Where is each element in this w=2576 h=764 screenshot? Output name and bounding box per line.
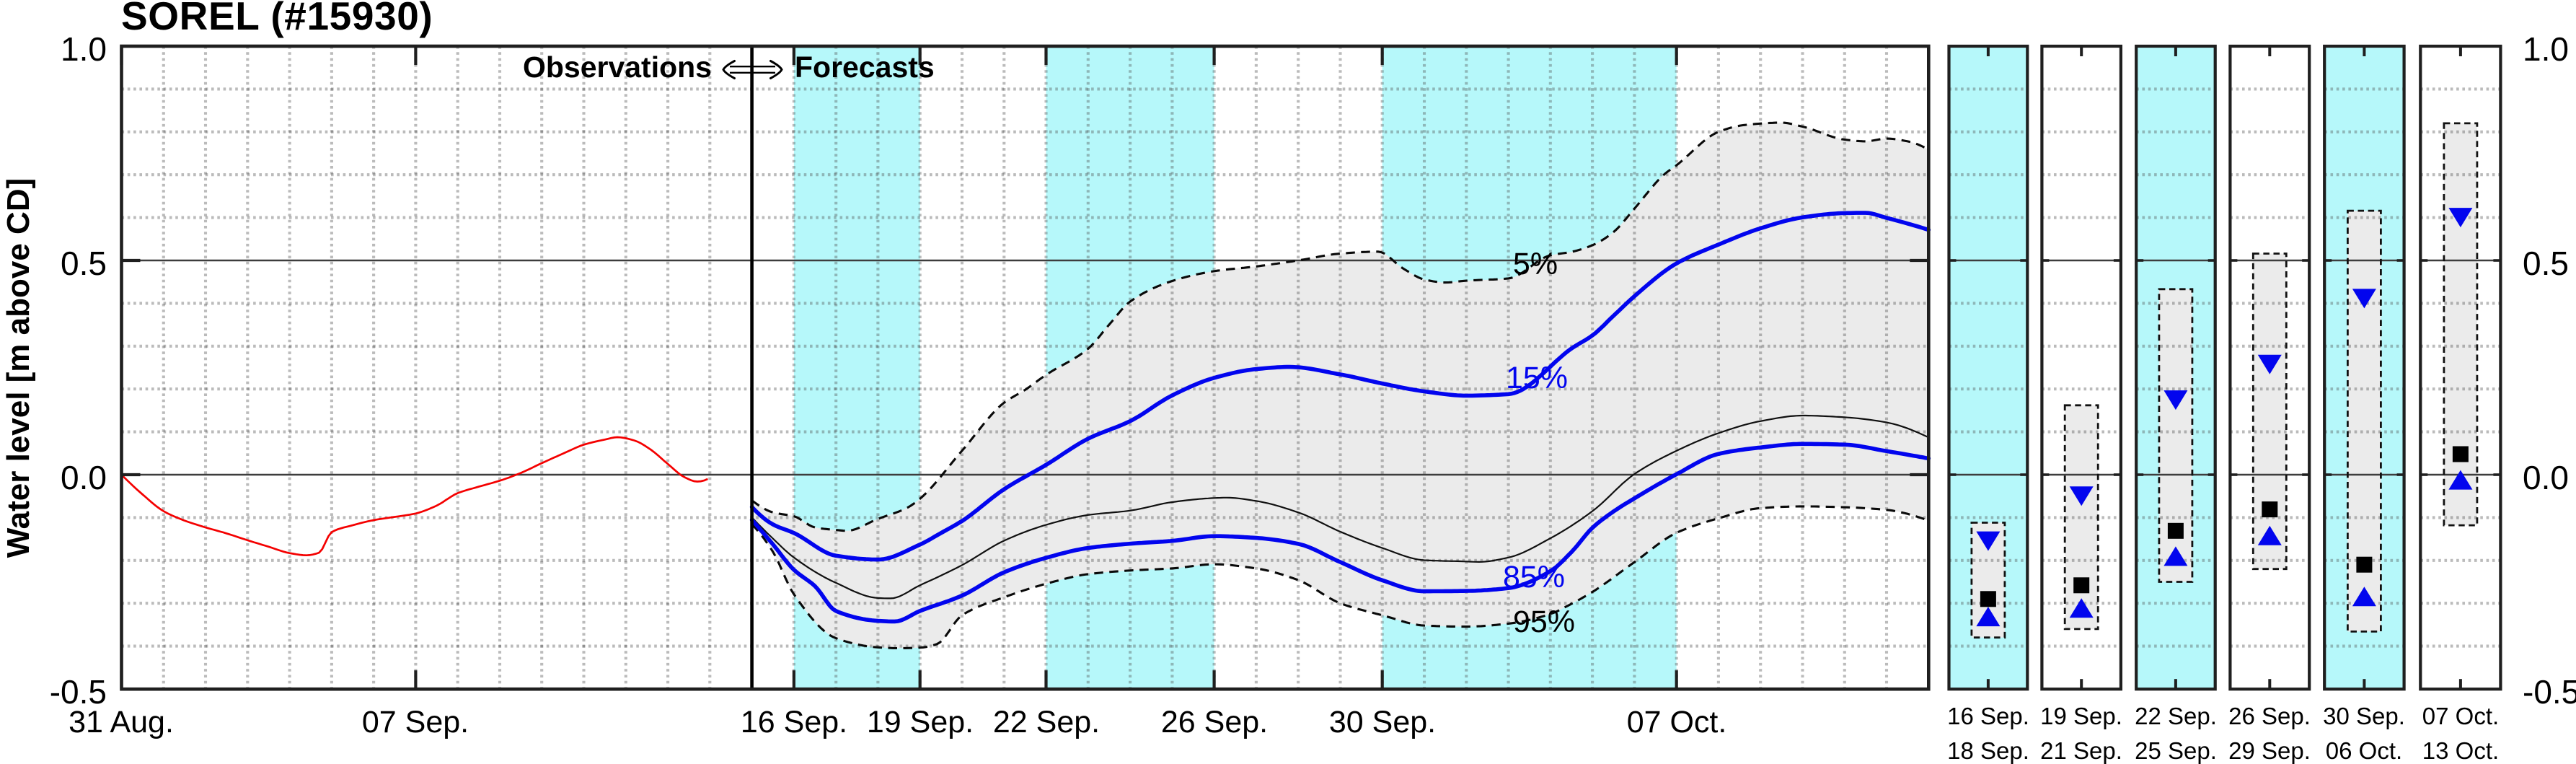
svg-text:0.0: 0.0 bbox=[61, 459, 107, 496]
svg-text:Water level [m above CD]: Water level [m above CD] bbox=[1, 178, 36, 558]
svg-text:Observations: Observations bbox=[523, 51, 712, 84]
svg-text:16 Sep.: 16 Sep. bbox=[741, 705, 847, 739]
svg-text:07 Oct.: 07 Oct. bbox=[1627, 705, 1727, 739]
svg-text:30 Sep.: 30 Sep. bbox=[1329, 705, 1436, 739]
svg-text:95%: 95% bbox=[1513, 605, 1575, 639]
svg-text:26 Sep.: 26 Sep. bbox=[2228, 703, 2311, 729]
svg-text:07 Sep.: 07 Sep. bbox=[362, 705, 469, 739]
svg-text:30 Sep.: 30 Sep. bbox=[2323, 703, 2405, 729]
svg-text:0.0: 0.0 bbox=[2523, 459, 2569, 496]
svg-text:0.5: 0.5 bbox=[61, 245, 107, 282]
svg-text:21 Sep.: 21 Sep. bbox=[2040, 737, 2122, 764]
svg-text:26 Sep.: 26 Sep. bbox=[1161, 705, 1268, 739]
svg-text:13 Oct.: 13 Oct. bbox=[2422, 737, 2499, 764]
svg-text:16 Sep.: 16 Sep. bbox=[1947, 703, 2029, 729]
svg-text:06 Oct.: 06 Oct. bbox=[2326, 737, 2402, 764]
svg-text:-0.5: -0.5 bbox=[2523, 673, 2576, 711]
svg-text:SOREL (#15930): SOREL (#15930) bbox=[121, 0, 433, 38]
svg-text:1.0: 1.0 bbox=[61, 30, 107, 68]
svg-text:19 Sep.: 19 Sep. bbox=[867, 705, 974, 739]
svg-text:Forecasts: Forecasts bbox=[795, 51, 935, 84]
svg-text:15%: 15% bbox=[1506, 361, 1568, 395]
svg-text:1.0: 1.0 bbox=[2523, 30, 2569, 68]
svg-text:25 Sep.: 25 Sep. bbox=[2135, 737, 2217, 764]
svg-text:85%: 85% bbox=[1503, 560, 1565, 594]
svg-text:22 Sep.: 22 Sep. bbox=[993, 705, 1100, 739]
svg-text:-0.5: -0.5 bbox=[50, 673, 107, 711]
svg-text:22 Sep.: 22 Sep. bbox=[2135, 703, 2217, 729]
svg-text:31 Aug.: 31 Aug. bbox=[69, 705, 174, 739]
svg-text:29 Sep.: 29 Sep. bbox=[2228, 737, 2311, 764]
svg-text:19 Sep.: 19 Sep. bbox=[2040, 703, 2122, 729]
svg-text:0.5: 0.5 bbox=[2523, 245, 2569, 282]
svg-text:18 Sep.: 18 Sep. bbox=[1947, 737, 2029, 764]
svg-text:07 Oct.: 07 Oct. bbox=[2422, 703, 2499, 729]
svg-text:5%: 5% bbox=[1513, 247, 1558, 281]
